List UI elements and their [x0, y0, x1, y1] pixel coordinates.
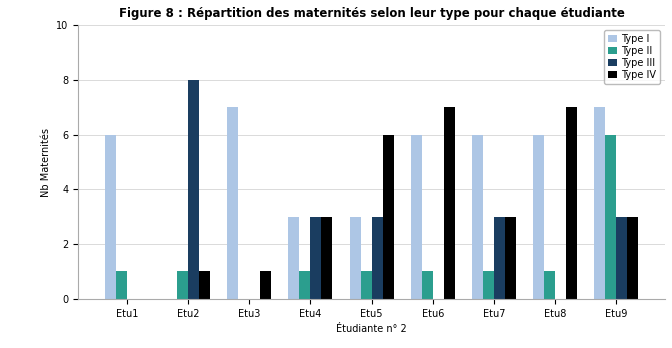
Bar [105, 135, 116, 299]
Bar [382, 135, 394, 299]
Bar [422, 271, 433, 299]
Bar [116, 271, 127, 299]
X-axis label: Étudiante n° 2: Étudiante n° 2 [336, 324, 407, 334]
Bar [472, 135, 483, 299]
Bar [544, 271, 555, 299]
Y-axis label: Nb Maternités: Nb Maternités [40, 128, 50, 197]
Bar [594, 107, 605, 299]
Title: Figure 8 : Répartition des maternités selon leur type pour chaque étudiante: Figure 8 : Répartition des maternités se… [119, 7, 624, 20]
Bar [505, 217, 516, 299]
Bar [616, 217, 628, 299]
Bar [288, 217, 299, 299]
Bar [483, 271, 494, 299]
Bar [444, 107, 455, 299]
Bar [628, 217, 638, 299]
Bar [605, 135, 616, 299]
Bar [260, 271, 271, 299]
Bar [349, 217, 361, 299]
Bar [199, 271, 210, 299]
Bar [299, 271, 310, 299]
Bar [533, 135, 544, 299]
Bar [227, 107, 238, 299]
Bar [494, 217, 505, 299]
Bar [411, 135, 422, 299]
Bar [188, 80, 199, 299]
Bar [177, 271, 188, 299]
Bar [566, 107, 577, 299]
Bar [310, 217, 321, 299]
Bar [321, 217, 333, 299]
Bar [372, 217, 382, 299]
Legend: Type I, Type II, Type III, Type IV: Type I, Type II, Type III, Type IV [604, 30, 660, 84]
Bar [361, 271, 372, 299]
